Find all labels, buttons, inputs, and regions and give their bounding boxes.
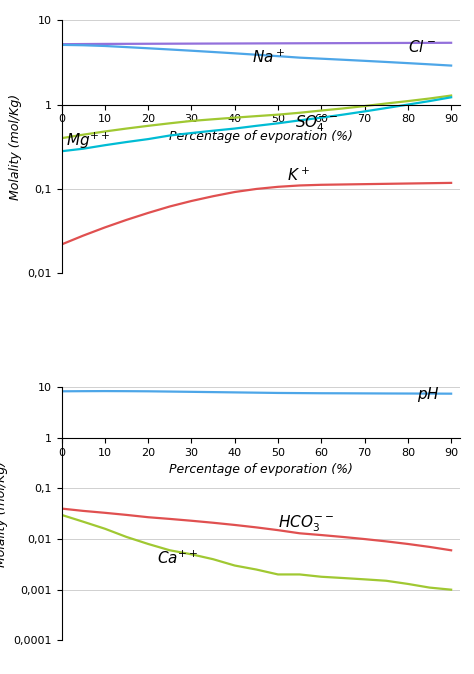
Text: $SO_4^{--}$: $SO_4^{--}$ (295, 113, 339, 133)
Text: $K^+$: $K^+$ (287, 166, 310, 184)
Text: $Na^+$: $Na^+$ (252, 49, 285, 66)
Text: $HCO_3^{--}$: $HCO_3^{--}$ (278, 514, 334, 534)
Text: $Mg^{++}$: $Mg^{++}$ (66, 131, 110, 151)
Text: $Ca^{++}$: $Ca^{++}$ (157, 549, 198, 567)
Y-axis label: Molality (mol/Kg): Molality (mol/Kg) (9, 94, 22, 200)
Text: $pH$: $pH$ (417, 385, 439, 404)
X-axis label: Percentage of evporation (%): Percentage of evporation (%) (169, 463, 353, 476)
Text: $Cl^-$: $Cl^-$ (408, 39, 436, 55)
X-axis label: Percentage of evporation (%): Percentage of evporation (%) (169, 130, 353, 143)
Y-axis label: Molality (mol/Kg): Molality (mol/Kg) (0, 461, 8, 567)
